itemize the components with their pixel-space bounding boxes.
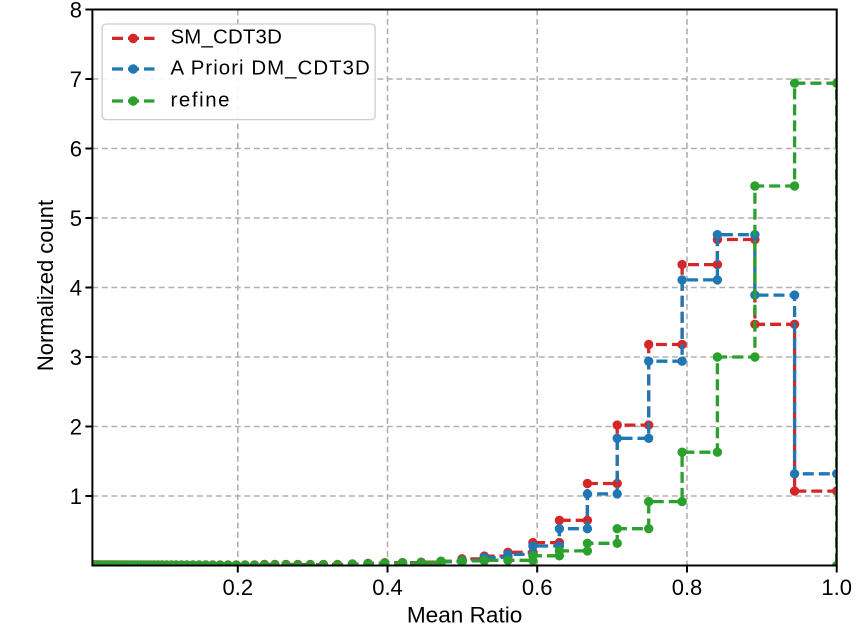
svg-text:1: 1 [70,484,82,509]
svg-text:0.4: 0.4 [372,575,403,600]
svg-text:3: 3 [70,345,82,370]
svg-text:Mean Ratio: Mean Ratio [407,603,523,628]
svg-text:0.6: 0.6 [522,575,553,600]
svg-text:4: 4 [70,275,82,300]
svg-text:SM_CDT3D: SM_CDT3D [171,27,283,49]
svg-text:2: 2 [70,414,82,439]
svg-text:5: 5 [70,206,82,231]
svg-text:0.8: 0.8 [672,575,703,600]
svg-text:refine: refine [171,90,232,112]
svg-text:A Priori DM_CDT3D: A Priori DM_CDT3D [171,57,371,79]
svg-text:0.2: 0.2 [223,575,254,600]
svg-text:Normalized count: Normalized count [33,200,58,371]
svg-text:8: 8 [70,0,82,22]
svg-text:6: 6 [70,136,82,161]
svg-text:1.0: 1.0 [821,575,852,600]
svg-text:7: 7 [70,67,82,92]
